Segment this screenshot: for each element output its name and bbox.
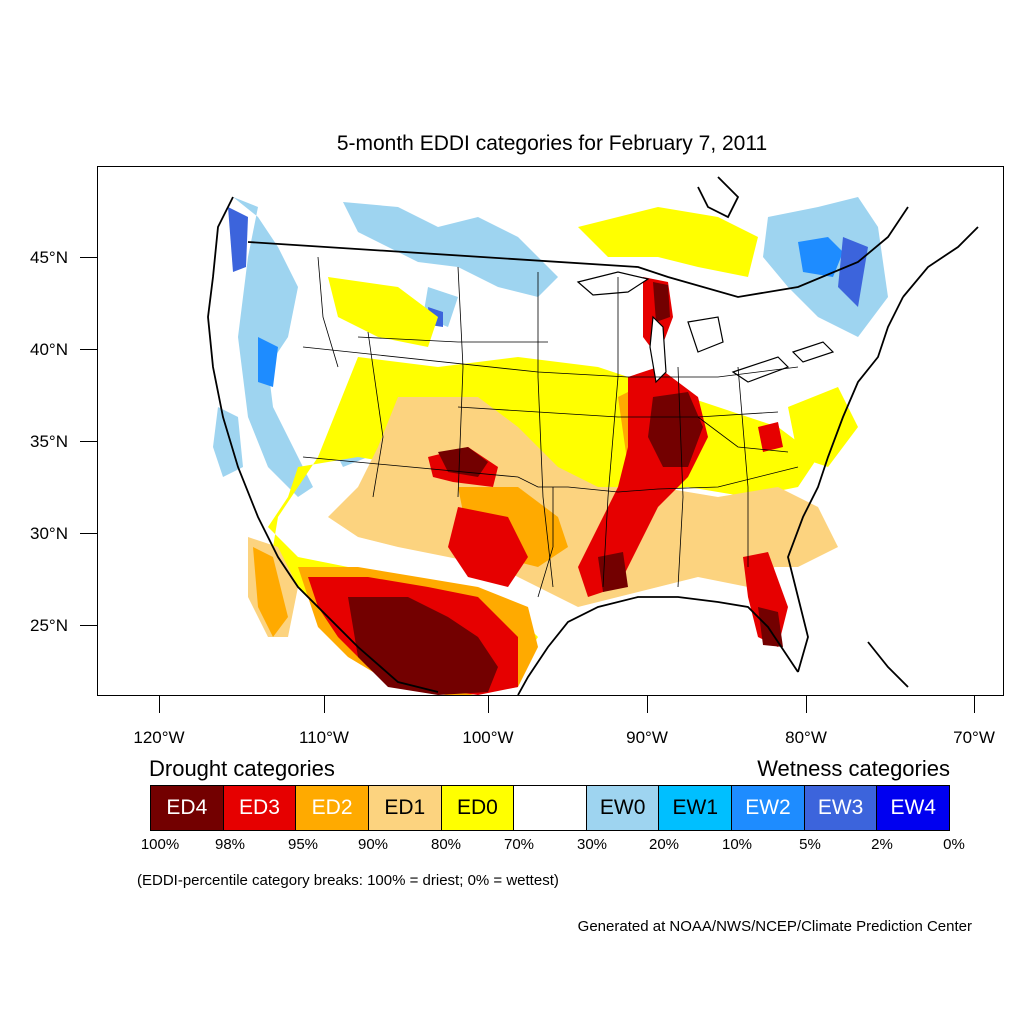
state-borders xyxy=(302,256,799,598)
lon-label-70: 70°W xyxy=(953,728,995,747)
break-label: 0% xyxy=(943,836,965,853)
category-note: (EDDI-percentile category breaks: 100% =… xyxy=(137,872,559,889)
break-label: 20% xyxy=(648,836,680,853)
drought-categories-title: Drought categories xyxy=(149,756,335,781)
lat-tick xyxy=(80,625,97,626)
break-label: 2% xyxy=(871,836,893,853)
break-label: 95% xyxy=(287,836,319,853)
map-panel xyxy=(97,166,1004,696)
lon-tick xyxy=(806,696,807,713)
lat-tick xyxy=(80,441,97,442)
break-label: 5% xyxy=(799,836,821,853)
legend-neutral xyxy=(514,786,587,830)
legend-ew1: EW1 xyxy=(659,786,733,830)
lon-label-120: 120°W xyxy=(133,728,185,747)
legend-ew4: EW4 xyxy=(877,786,950,830)
eddi-map xyxy=(98,167,1003,695)
lon-tick xyxy=(974,696,975,713)
break-label: 70% xyxy=(503,836,535,853)
break-label: 10% xyxy=(721,836,753,853)
break-label: 30% xyxy=(576,836,608,853)
category-legend: ED4 ED3 ED2 ED1 ED0 EW0 EW1 EW2 EW3 EW4 xyxy=(150,785,950,831)
lat-tick xyxy=(80,257,97,258)
legend-ed0: ED0 xyxy=(441,786,515,830)
legend-ew2: EW2 xyxy=(732,786,805,830)
lat-tick xyxy=(80,533,97,534)
lat-label-45: 45°N xyxy=(30,248,68,267)
credit-text: Generated at NOAA/NWS/NCEP/Climate Predi… xyxy=(577,918,972,935)
lat-label-25: 25°N xyxy=(30,616,68,635)
lat-label-30: 30°N xyxy=(30,524,68,543)
lon-tick xyxy=(488,696,489,713)
legend-ed2: ED2 xyxy=(296,786,369,830)
lat-tick xyxy=(80,349,97,350)
lon-tick xyxy=(324,696,325,713)
legend-ed1: ED1 xyxy=(368,786,442,830)
legend-ew0: EW0 xyxy=(586,786,660,830)
break-label: 90% xyxy=(357,836,389,853)
lon-label-110: 110°W xyxy=(299,728,349,747)
break-label: 98% xyxy=(214,836,246,853)
map-title: 5-month EDDI categories for February 7, … xyxy=(336,132,768,155)
lat-label-40: 40°N xyxy=(30,340,68,359)
lon-tick xyxy=(647,696,648,713)
legend-ed4: ED4 xyxy=(151,786,224,830)
wetness-categories-title: Wetness categories xyxy=(757,756,950,781)
break-label: 80% xyxy=(430,836,462,853)
lon-tick xyxy=(159,696,160,713)
break-label: 100% xyxy=(140,836,180,853)
lon-label-90: 90°W xyxy=(626,728,668,747)
lon-label-80: 80°W xyxy=(785,728,827,747)
coastlines xyxy=(207,176,979,695)
lon-label-100: 100°W xyxy=(462,728,514,747)
legend-ed3: ED3 xyxy=(223,786,297,830)
wet-regions xyxy=(213,197,888,497)
lat-label-35: 35°N xyxy=(30,432,68,451)
legend-ew3: EW3 xyxy=(804,786,878,830)
